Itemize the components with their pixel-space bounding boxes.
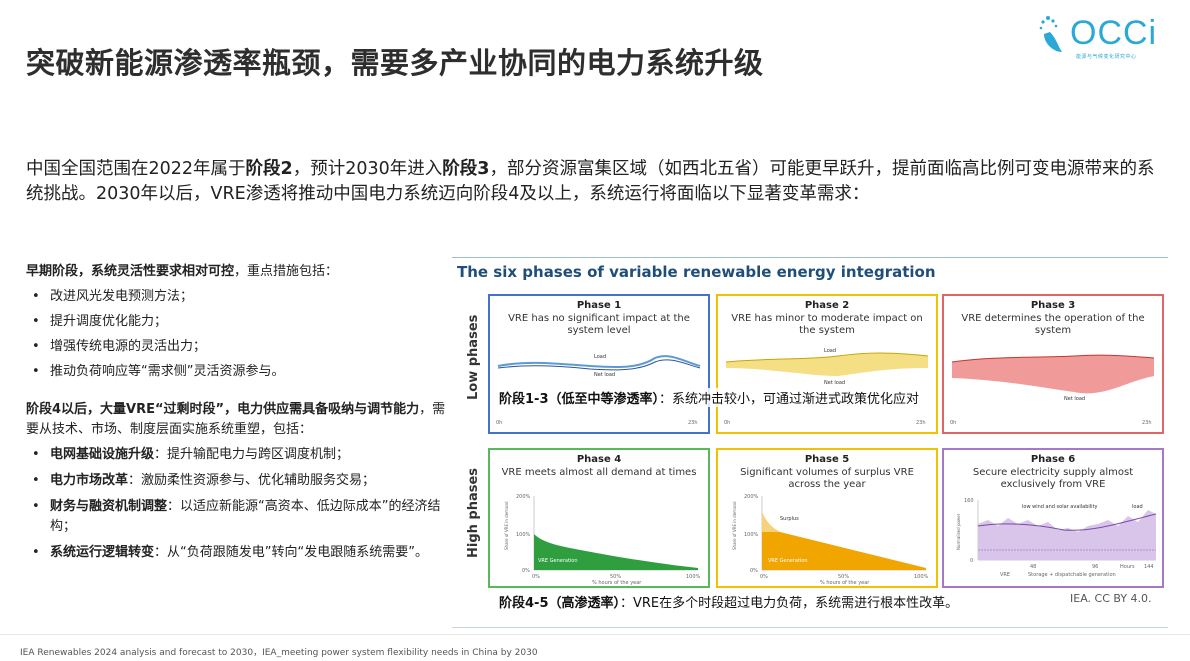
phase-1-chart: Load Net load 0h 23h [496, 354, 701, 426]
high-phases-label: High phases [466, 467, 481, 558]
y-tick-label: 200% [744, 494, 759, 500]
list-item: 系统运行逻辑转变：从“负荷跟随发电”转向“发电跟随系统需要”。 [26, 543, 446, 563]
axis-start-label: 0h [950, 420, 956, 426]
y-tick-label: 100% [516, 532, 531, 538]
phase-description: VRE has no significant impact at the sys… [508, 313, 690, 336]
list-item: 改进风光发电预测方法； [26, 287, 446, 307]
legend-item: Storage + dispatchable generation [1028, 572, 1116, 578]
phase-name: Phase 6 [1030, 454, 1076, 465]
phase-1-card: Phase 1 VRE has no significant impact at… [488, 294, 710, 434]
x-tick-label: 0% [760, 574, 768, 580]
net-load-label: Net load [594, 372, 615, 378]
list-item: 推动负荷响应等“需求侧”灵活资源参与。 [26, 362, 446, 382]
x-tick-label: 48 [1030, 564, 1036, 570]
early-stage-list: 改进风光发电预测方法； 提升调度优化能力； 增强传统电源的灵活出力； 推动负荷响… [26, 287, 446, 382]
left-column: 早期阶段，系统灵活性要求相对可控，重点措施包括： 改进风光发电预测方法； 提升调… [26, 262, 446, 569]
axis-start-label: 0h [724, 420, 730, 426]
phase-name: Phase 1 [576, 300, 622, 311]
series-label: VRE Generation [538, 558, 578, 564]
footer-divider [0, 634, 1190, 635]
phases-figure: The six phases of variable renewable ene… [452, 252, 1168, 628]
legend-item: VRE [1000, 572, 1010, 578]
y-tick-label: 100% [744, 532, 759, 538]
phase-3-chart: Net load 0h 23h [950, 354, 1155, 426]
phase-3-card: Phase 3 VRE determines the operation of … [942, 294, 1164, 434]
x-tick-label: 50% [610, 574, 621, 580]
low-phase-caption: 阶段1-3（低至中等渗透率）：系统冲击较小，可通过渐进式政策优化应对 [496, 388, 923, 407]
figure-top-rule [452, 257, 1168, 258]
phase-2-chart: Load Net load 0h 23h [724, 348, 929, 426]
stage4-heading: 阶段4以后，大量VRE“过剩时段”，电力供应需具备吸纳与调节能力，需要从技术、市… [26, 402, 446, 437]
x-axis-label: % hours of the year [592, 580, 642, 586]
x-tick-label: 96 [1092, 564, 1098, 570]
y-tick-label: 160 [964, 498, 974, 504]
y-axis-label: Share of VRE in demand [732, 501, 737, 550]
logo-subtitle: 能源与气候变化研究中心 [1076, 54, 1137, 60]
phase-name: Phase 3 [1030, 300, 1076, 311]
phase-name: Phase 2 [804, 300, 850, 311]
x-tick-label: 100% [686, 574, 701, 580]
figure-title: The six phases of variable renewable ene… [457, 263, 936, 281]
x-tick-label: 50% [838, 574, 849, 580]
early-stage-heading: 早期阶段，系统灵活性要求相对可控，重点措施包括： [26, 264, 339, 279]
net-load-label: Net load [824, 380, 845, 386]
net-load-label: Net load [1064, 396, 1085, 402]
phase2-highlight: 阶段2 [245, 159, 293, 179]
phase-description: VRE has minor to moderate impact on the … [731, 313, 923, 336]
x-tick-label: 100% [914, 574, 929, 580]
y-tick-label: 0% [750, 568, 758, 574]
y-tick-label: 0% [522, 568, 530, 574]
axis-end-label: 23h [916, 420, 926, 426]
source-footnote: IEA Renewables 2024 analysis and forecas… [20, 648, 538, 658]
axis-start-label: 0h [496, 420, 502, 426]
y-axis-label: Share of VRE in demand [504, 501, 509, 550]
figure-credit: IEA. CC BY 4.0. [1070, 592, 1152, 605]
phase-5-card: Phase 5 Significant volumes of surplus V… [716, 448, 938, 588]
load-label: load [1132, 504, 1143, 510]
axis-end-label: 23h [1142, 420, 1152, 426]
phase-5-chart: Surplus 200% 100% 0% VRE Generation 0% 5… [732, 494, 929, 586]
list-item: 电力市场改革：激励柔性资源参与、优化辅助服务交易； [26, 471, 446, 491]
phase-description: Significant volumes of surplus VRE acros… [740, 467, 914, 490]
phase-2-card: Phase 2 VRE has minor to moderate impact… [716, 294, 938, 434]
load-label: Load [824, 348, 836, 354]
list-item: 提升调度优化能力； [26, 312, 446, 332]
low-phases-label: Low phases [466, 314, 481, 400]
figure-bottom-rule [452, 627, 1168, 628]
load-label: Load [594, 354, 606, 360]
x-tick-label: 0% [532, 574, 540, 580]
list-item: 财务与融资机制调整：以适应新能源“高资本、低边际成本”的经济结构； [26, 497, 446, 537]
list-item: 增强传统电源的灵活出力； [26, 337, 446, 357]
phase-6-card: Phase 6 Secure electricity supply almost… [942, 448, 1164, 588]
phase-name: Phase 5 [804, 454, 850, 465]
page-title: 突破新能源渗透率瓶颈，需要多产业协同的电力系统升级 [26, 46, 764, 80]
occi-logo-icon [1039, 16, 1062, 52]
phase3-highlight: 阶段3 [442, 159, 490, 179]
stage4-list: 电网基础设施升级：提升输配电力与跨区调度机制； 电力市场改革：激励柔性资源参与、… [26, 445, 446, 563]
phase-4-card: Phase 4 VRE meets almost all demand at t… [488, 448, 710, 588]
phase-name: Phase 4 [576, 454, 622, 465]
surplus-label: Surplus [780, 516, 799, 522]
high-phase-caption: 阶段4-5（高渗透率）：VRE在多个时段超过电力负荷，系统需进行根本性改革。 [496, 592, 962, 611]
phase-4-chart: 200% 100% 0% VRE Generation 0% 50% 100% … [504, 494, 701, 586]
x-axis-label: Hours [1120, 564, 1135, 570]
y-tick-label: 0 [970, 558, 973, 564]
logo-text: OCCi [1070, 14, 1158, 52]
phase-6-chart: low wind and solar availability load 160… [956, 498, 1157, 578]
x-axis-label: % hours of the year [820, 580, 870, 586]
y-tick-label: 200% [516, 494, 531, 500]
axis-end-label: 23h [688, 420, 698, 426]
annotation-label: low wind and solar availability [1022, 504, 1098, 510]
list-item: 电网基础设施升级：提升输配电力与跨区调度机制； [26, 445, 446, 465]
phase-description: Secure electricity supply almost exclusi… [972, 467, 1134, 490]
x-tick-label: 144 [1144, 564, 1154, 570]
intro-paragraph: 中国全国范围在2022年属于阶段2，预计2030年进入阶段3，部分资源富集区域（… [26, 159, 1155, 204]
series-label: VRE Generation [768, 558, 808, 564]
y-axis-label: Normalised power [956, 513, 961, 550]
phase-description: VRE meets almost all demand at times [501, 467, 697, 478]
phase-description: VRE determines the operation of the syst… [961, 313, 1145, 336]
